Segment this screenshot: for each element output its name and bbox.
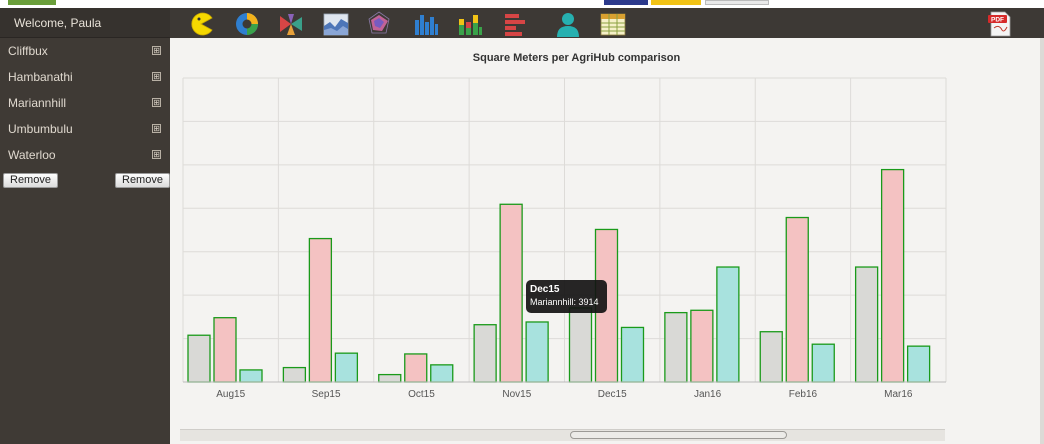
bar-mar16-series-3	[906, 345, 931, 383]
top-strip	[0, 0, 1044, 8]
sidebar: Welcome, Paula Cliffbux ⊞ Hambanathi ⊞ M…	[0, 8, 170, 444]
x-tick-label: Jan16	[694, 389, 722, 400]
bar-oct15-series-2	[404, 353, 428, 383]
panel-edge	[1040, 38, 1044, 444]
pacman-chart-icon[interactable]	[188, 11, 214, 37]
bar-oct15-series-1	[378, 373, 402, 383]
bar-chart-icon[interactable]	[413, 11, 439, 37]
x-tick-label: Feb16	[789, 389, 818, 400]
expand-icon[interactable]: ⊞	[152, 98, 161, 107]
x-tick-label: Nov15	[502, 389, 531, 400]
partner-logo	[651, 0, 701, 5]
bar-jan16-series-2	[690, 309, 714, 383]
x-tick-label: Aug15	[216, 389, 245, 400]
tooltip-title: Dec15	[530, 284, 560, 295]
stacked-bar-icon[interactable]	[457, 11, 483, 37]
sidebar-item-waterloo[interactable]: Waterloo ⊞	[0, 142, 170, 168]
expand-icon[interactable]: ⊞	[152, 72, 161, 81]
remove-button-left[interactable]: Remove	[3, 173, 58, 188]
bar-feb16-series-1	[759, 331, 783, 383]
expand-icon[interactable]: ⊞	[152, 150, 161, 159]
sidebar-item-hambanathi[interactable]: Hambanathi ⊞	[0, 64, 170, 90]
bar-feb16-series-3	[811, 343, 835, 383]
sidebar-item-label: Mariannhill	[8, 96, 67, 110]
chart-title: Square Meters per AgriHub comparison	[473, 52, 681, 64]
welcome-text: Welcome, Paula	[0, 8, 170, 38]
bar-nov15-series-3	[525, 321, 549, 383]
bar-sep15-series-3	[334, 352, 359, 383]
bar-nov15-series-1	[473, 324, 497, 383]
bar-dec15-series-3	[620, 326, 645, 383]
sidebar-item-umbumbulu[interactable]: Umbumbulu ⊞	[0, 116, 170, 142]
sidebar-item-label: Waterloo	[8, 148, 56, 162]
bar-mar16-series-2	[880, 168, 905, 383]
polar-chart-icon[interactable]	[278, 11, 304, 37]
main-panel: Square Meters per AgriHub comparison Aug1…	[170, 38, 1044, 444]
x-tick-label: Dec15	[598, 389, 627, 400]
horizontal-scrollbar[interactable]	[180, 429, 945, 441]
x-tick-label: Oct15	[408, 389, 435, 400]
bar-dec15-series-1	[568, 307, 593, 383]
bar-nov15-series-2	[499, 203, 523, 383]
x-tick-label: Sep15	[312, 389, 341, 400]
remove-button-row: Remove Remove	[0, 173, 170, 189]
bar-jan16-series-3	[716, 266, 740, 383]
expand-icon[interactable]: ⊞	[152, 46, 161, 55]
donut-chart-icon[interactable]	[234, 11, 260, 37]
bar-sep15-series-1	[282, 366, 307, 383]
partner-logo	[604, 0, 648, 5]
horizontal-bar-icon[interactable]	[503, 11, 529, 37]
chart-tooltip: Dec15 Mariannhill: 3914	[526, 280, 607, 313]
x-tick-label: Mar16	[884, 389, 913, 400]
radar-chart-icon[interactable]	[366, 11, 392, 37]
chart-type-toolbar: PDF	[170, 8, 1044, 38]
bar-chart: Square Meters per AgriHub comparison Aug1…	[182, 52, 947, 400]
tooltip-body: Mariannhill: 3914	[530, 297, 599, 307]
sidebar-item-mariannhill[interactable]: Mariannhill ⊞	[0, 90, 170, 116]
bar-sep15-series-2	[308, 237, 333, 383]
sidebar-item-label: Hambanathi	[8, 70, 73, 84]
remove-button-right[interactable]: Remove	[115, 173, 170, 188]
bar-feb16-series-2	[785, 216, 809, 383]
bar-jan16-series-1	[664, 311, 688, 383]
bar-aug15-series-1	[187, 334, 211, 383]
brand-logo	[8, 0, 56, 5]
bar-aug15-series-3	[239, 369, 263, 383]
scrollbar-thumb[interactable]	[570, 431, 787, 439]
partner-logo	[705, 0, 769, 5]
bar-mar16-series-1	[854, 266, 879, 383]
pdf-export-icon[interactable]: PDF	[987, 11, 1013, 37]
user-icon[interactable]	[555, 11, 581, 37]
bar-oct15-series-3	[430, 364, 454, 383]
table-icon[interactable]	[600, 11, 626, 37]
sidebar-item-cliffbux[interactable]: Cliffbux ⊞	[0, 38, 170, 64]
bar-aug15-series-2	[213, 317, 237, 383]
expand-icon[interactable]: ⊞	[152, 124, 161, 133]
sidebar-item-label: Cliffbux	[8, 44, 48, 58]
area-chart-icon[interactable]	[323, 11, 349, 37]
svg-text:PDF: PDF	[991, 17, 1004, 24]
sidebar-item-label: Umbumbulu	[8, 122, 73, 136]
